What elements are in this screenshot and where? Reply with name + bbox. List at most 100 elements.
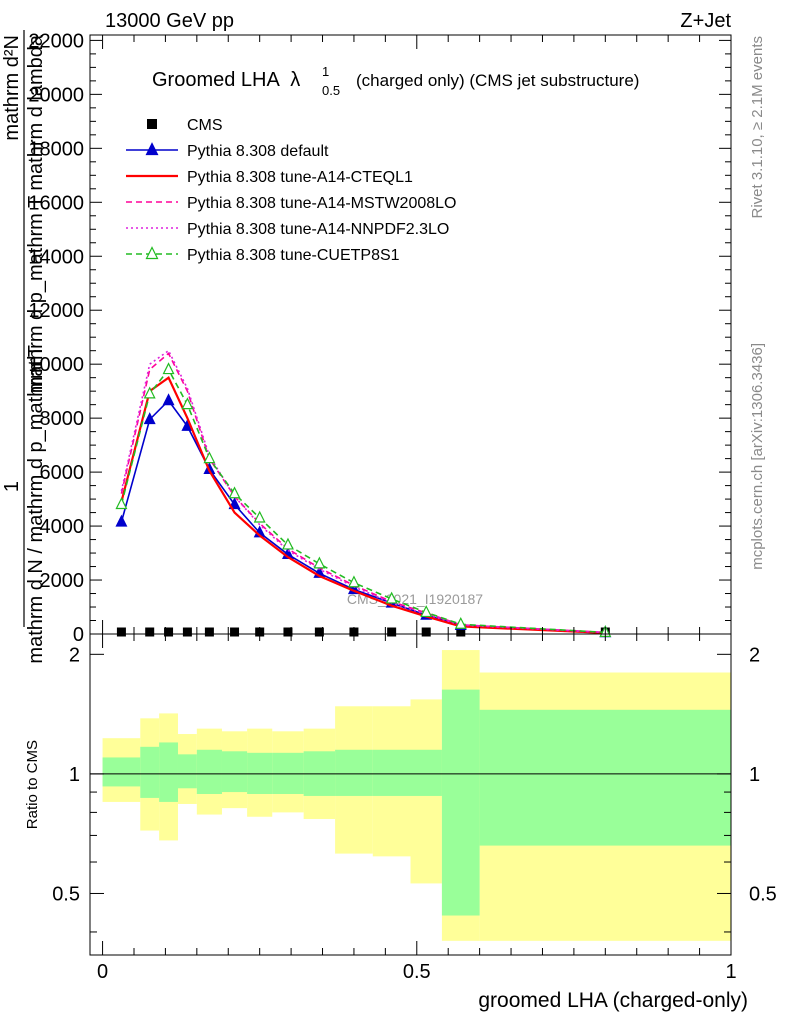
data-point-marker [456,627,466,637]
series-point-marker [385,591,398,604]
ratio-plot-panel: 0.5 0.5 1 1 2 2 0 0.5 1 Ratio to CMS groomed LH… [24,35,777,1012]
ratio-band-bin [140,746,160,798]
legend-label: Pythia 8.308 tune-A14-MSTW2008LO [187,195,456,212]
ratio-band-bin [372,749,411,796]
main-y-tick-label: 10000 [28,354,84,376]
ratio-bands [102,650,731,941]
legend-item: Pythia 8.308 tune-CUETP8S1 [126,246,400,264]
series-3 [120,352,606,634]
title-rest: (charged only) (CMS jet substructure) [356,71,639,90]
ratio-band-bin [335,749,373,796]
series-2 [120,376,606,635]
series-point-marker [115,514,128,527]
series-point-marker [115,497,128,510]
x-tick-label: 0 [97,961,108,983]
legend-label: Pythia 8.308 tune-A14-CTEQL1 [187,169,413,186]
ratio-band-bin [102,757,141,787]
series-point-marker [145,142,159,156]
legend-item: CMS [147,117,223,134]
main-y-tick-label: 16000 [28,192,84,214]
series-line [120,376,606,635]
legend-item: Pythia 8.308 tune-A14-MSTW2008LO [126,195,456,212]
ratio-y-tick-label: 2 [69,644,80,666]
x-tick-label: 0.5 [403,961,431,983]
legend-item: Pythia 8.308 tune-A14-NNPDF2.3LO [126,221,449,238]
data-point-marker [283,627,293,637]
data-point-marker [421,627,431,637]
series-point-marker [145,246,159,260]
series-point-marker [181,397,194,410]
legend-label: Pythia 8.308 default [187,143,329,160]
ylabel-line-1: mathrm d p_mathrm T mathrm d lambda [25,34,47,393]
series-line [120,349,606,634]
main-y-tick-label: 12000 [28,300,84,322]
legend-item: Pythia 8.308 tune-A14-CTEQL1 [126,169,413,186]
ratio-band-bin [221,751,248,793]
data-point-marker [147,119,157,129]
main-y-tick-label: 2000 [40,570,85,592]
mcplots-label: mcplots.cern.ch [arXiv:1306.3436] [749,343,766,570]
series-point-marker [203,451,216,464]
series-point-marker [143,386,156,399]
title-superscript: 1 [322,64,329,79]
series-point-marker [162,393,175,406]
main-y-tick-label: 0 [73,624,84,646]
series-point-marker [253,510,266,523]
svg-text:Groomed LHA λ: Groomed LHA λ [152,69,300,91]
ratio-y-tick-label-right: 1 [749,764,760,786]
series-point-marker [281,537,294,550]
data-point-marker [116,627,126,637]
data-point-marker [230,627,240,637]
ylabel-line-0: mathrm d²N [1,35,23,141]
series-4 [120,349,606,634]
main-y-tick-label: 4000 [40,516,85,538]
series-point-marker [454,616,467,629]
title-symbol: λ [290,69,300,91]
ratio-band-bin [410,749,442,796]
main-y-axis-label: mathrm d²N mathrm d p_mathrm T mathrm d … [1,30,47,664]
data-point-marker [314,627,324,637]
series-line [120,352,606,634]
main-plot-panel: 0 2000 4000 6000 8000 10000 12000 14000 16000 180… [28,30,732,646]
main-y-tick-label: 6000 [40,462,85,484]
ratio-plot-frame [89,633,732,956]
series-point-marker [228,497,241,510]
header-right: Z+Jet [680,10,731,32]
legend-label: Pythia 8.308 tune-A14-NNPDF2.3LO [187,221,449,238]
ratio-y-tick-label: 0.5 [52,883,80,905]
series-point-marker [313,556,326,569]
main-y-tick-label: 18000 [28,138,84,160]
ratio-y-label: Ratio to CMS [24,740,41,829]
header-left: 13000 GeV pp [105,10,234,32]
series-point-marker [143,412,156,425]
ratio-y-tick-label-right: 0.5 [749,883,777,905]
series-point-marker [228,486,241,499]
data-point-marker [164,627,174,637]
ratio-band-bin [159,742,178,802]
main-y-tick-label: 20000 [28,84,84,106]
ratio-y-axis: 0.5 0.5 1 1 2 2 [52,644,777,933]
data-point-marker [182,627,192,637]
series-line [120,368,606,634]
data-point-marker [204,627,214,637]
x-axis-label: groomed LHA (charged-only) [478,989,748,1012]
legend-label: Pythia 8.308 tune-CUETP8S1 [187,247,400,264]
title-main: Groomed LHA [152,69,280,91]
plot-title: Groomed LHA λ 1 0.5 (charged only) (CMS … [152,64,639,98]
legend-label: CMS [187,117,223,134]
title-subscript: 0.5 [322,83,340,98]
ratio-band-bin [196,749,222,794]
ylabel-line-3: mathrm d N / mathrm d p_mathrm T [25,345,47,664]
x-tick-label: 1 [725,961,736,983]
main-y-axis: 0 2000 4000 6000 8000 10000 12000 14000 16000 180… [28,30,731,646]
data-point-marker [387,627,397,637]
ratio-band-bin [177,754,197,789]
ylabel-line-2: 1 [1,481,23,492]
series-point-marker [162,362,175,375]
legend: CMS Pythia 8.308 default Pythia 8.308 tune… [126,117,456,264]
data-point-marker [145,627,155,637]
ratio-band-bin [479,709,731,846]
ratio-y-tick-label-right: 2 [749,644,760,666]
main-y-tick-label: 8000 [40,408,85,430]
